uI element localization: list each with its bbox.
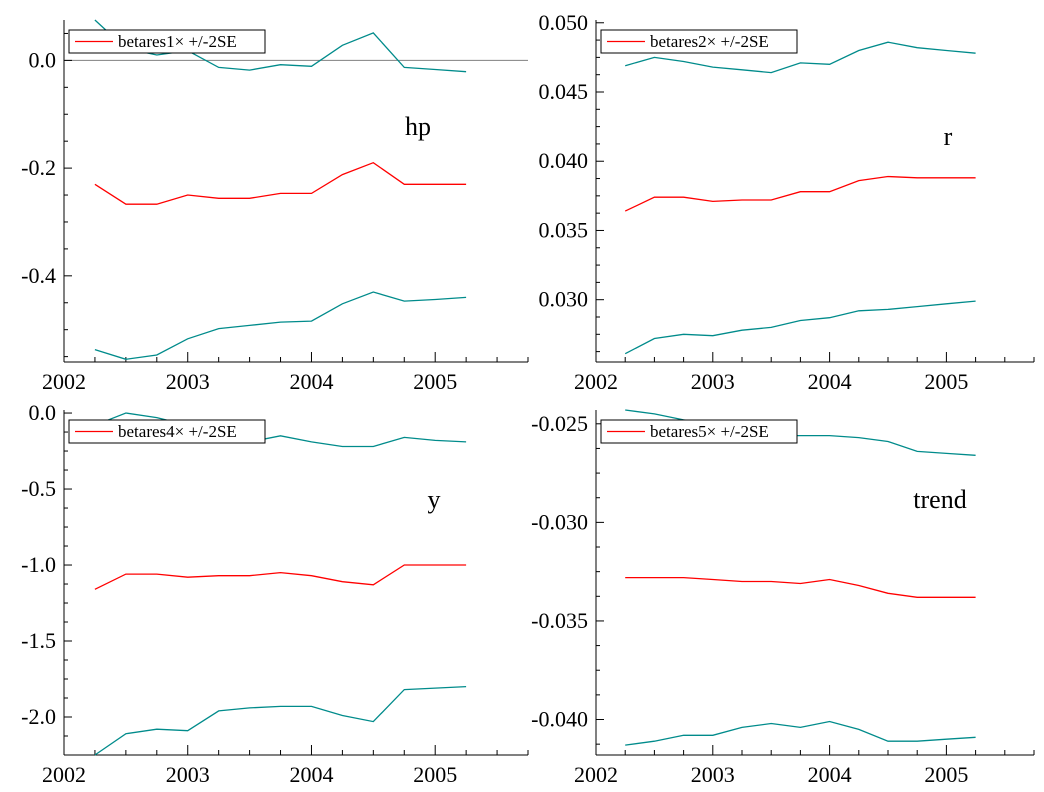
y-tick-label: 0.045 [539, 79, 589, 104]
series-line-upper [94, 412, 467, 448]
chart-panel-3: 0.0 -0.5 -1.0 -1.5 -2.0 2002 2003 2004 2005 betar… [21, 400, 529, 787]
series-line-lower [625, 720, 976, 746]
y-tick-label: -2.0 [21, 704, 56, 729]
x-tick-label: 2003 [691, 762, 735, 787]
x-tick-label: 2002 [574, 762, 618, 787]
y-tick-label: 0.030 [539, 287, 589, 312]
panel-title: r [944, 122, 953, 151]
legend: betares1× +/-2SE [68, 29, 266, 54]
panel-title: hp [405, 112, 431, 141]
legend-box [68, 29, 266, 54]
x-tick-label: 2004 [289, 369, 333, 394]
y-tick-label: -0.4 [21, 263, 56, 288]
series-line-lower [94, 685, 467, 756]
x-tick-label: 2004 [808, 762, 852, 787]
y-tick-label: -0.2 [21, 155, 56, 180]
y-tick-label: -1.0 [21, 552, 56, 577]
legend-label: betares2× +/-2SE [650, 32, 769, 51]
legend-label: betares5× +/-2SE [650, 422, 769, 441]
x-tick-label: 2005 [924, 762, 968, 787]
legend-box [600, 29, 798, 54]
panel-title: trend [913, 485, 966, 514]
x-tick-label: 2004 [289, 762, 333, 787]
legend-label: betares1× +/-2SE [118, 32, 237, 51]
series-line-estimate [625, 576, 976, 598]
y-tick-label: 0.040 [539, 148, 589, 173]
y-tick-label: 0.0 [29, 400, 57, 425]
x-tick-label: 2003 [166, 762, 210, 787]
x-tick-label: 2005 [413, 369, 457, 394]
legend: betares5× +/-2SE [600, 419, 798, 444]
panel-title: y [428, 485, 441, 514]
x-tick-label: 2002 [42, 762, 86, 787]
series-line-lower [94, 291, 467, 360]
legend-box [600, 419, 798, 444]
legend: betares2× +/-2SE [600, 29, 798, 54]
y-tick-label: 0.035 [539, 217, 589, 242]
y-tick-label: -1.5 [21, 628, 56, 653]
legend-box [68, 419, 266, 444]
chart-panel-4: -0.025 -0.030 -0.035 -0.040 2002 2003 2004 2005… [531, 409, 1035, 787]
x-tick-label: 2005 [924, 369, 968, 394]
y-tick-label: -0.030 [531, 509, 588, 534]
x-tick-label: 2005 [413, 762, 457, 787]
x-tick-label: 2002 [42, 369, 86, 394]
x-tick-label: 2002 [574, 369, 618, 394]
y-tick-label: -0.025 [531, 411, 588, 436]
y-tick-label: -0.035 [531, 608, 588, 633]
y-tick-label: 0.050 [539, 10, 589, 35]
series-line-upper [625, 41, 976, 74]
series-line-estimate [94, 564, 467, 590]
series-line-estimate [624, 175, 976, 212]
series-line-lower [624, 300, 976, 355]
x-tick-label: 2003 [166, 369, 210, 394]
legend-label: betares4× +/-2SE [118, 422, 237, 441]
series-line-estimate [94, 161, 467, 205]
series-line-upper [94, 19, 467, 73]
y-tick-label: -0.5 [21, 476, 56, 501]
chart-panel-1: 0.0 -0.2 -0.4 2002 2003 2004 2005 betares1× +/-… [21, 19, 529, 394]
x-tick-label: 2004 [808, 369, 852, 394]
chart-panel-2: 0.050 0.045 0.040 0.035 0.030 2002 2003 2004 200… [539, 10, 1035, 394]
y-tick-label: 0.0 [29, 47, 57, 72]
x-tick-label: 2003 [691, 369, 735, 394]
legend: betares4× +/-2SE [68, 419, 266, 444]
y-tick-label: -0.040 [531, 707, 588, 732]
